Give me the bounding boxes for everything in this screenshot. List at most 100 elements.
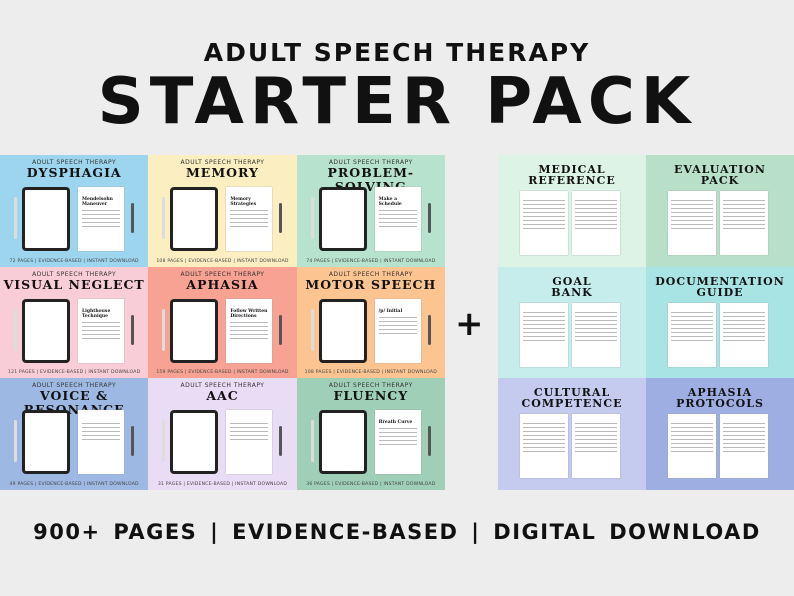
stylus-icon (162, 308, 166, 351)
stylus-icon (131, 426, 134, 457)
worksheet-title: Make a Schedule (378, 197, 402, 207)
document-preview (520, 414, 624, 479)
tablet-image (318, 298, 367, 363)
header-subtitle: ADULT SPEECH THERAPY (203, 38, 591, 67)
stylus-icon (310, 197, 314, 239)
stylus-icon (427, 314, 431, 345)
worksheet-title: Lighthouse Technique (82, 308, 111, 319)
module-title: DYSPHAGIA (26, 165, 122, 180)
bonus-title: MEDICAL REFERENCE (528, 163, 616, 187)
stylus-icon (131, 314, 134, 345)
module-subtitle: ADULT SPEECH THERAPY (328, 159, 413, 166)
module-card: ADULT SPEECH THERAPY APHASIA Follow Writ… (148, 266, 297, 379)
worksheet-title: Follow Written Directions (230, 308, 268, 319)
module-subtitle: ADULT SPEECH THERAPY (328, 270, 413, 278)
footer-tagline: 900+ PAGES | EVIDENCE-BASED | DIGITAL DO… (33, 520, 761, 544)
bonus-card: GOAL BANK (498, 266, 646, 379)
module-card: ADULT SPEECH THERAPY FLUENCY Breath Curv… (296, 378, 445, 490)
module-title: MOTOR SPEECH (305, 276, 437, 292)
document-preview (668, 414, 772, 479)
bonus-grid: MEDICAL REFERENCE EVALUATION PACK GOAL BANK… (498, 155, 794, 490)
stylus-icon (162, 197, 166, 239)
module-subtitle: ADULT SPEECH THERAPY (32, 159, 117, 166)
module-footer: 31 PAGES | EVIDENCE-BASED | INSTANT DOWN… (157, 481, 288, 487)
bonus-card: MEDICAL REFERENCE (498, 155, 646, 267)
document-preview (520, 302, 624, 367)
module-footer: 108 PAGES | EVIDENCE-BASED | INSTANT DOW… (156, 258, 289, 264)
worksheet-title: Mendelsohn Maneuver (82, 197, 113, 207)
module-subtitle: ADULT SPEECH THERAPY (180, 159, 265, 166)
product-mockup: Memory Strategies (162, 187, 283, 251)
worksheet-preview (78, 410, 124, 475)
stylus-icon (279, 314, 283, 345)
stylus-icon (279, 426, 283, 457)
module-card: ADULT SPEECH THERAPY VISUAL NEGLECT Ligh… (0, 266, 149, 379)
stylus-icon (427, 203, 431, 233)
bonus-title: EVALUATION PACK (674, 163, 766, 187)
product-mockup: Mendelsohn Maneuver (14, 187, 134, 251)
stylus-icon (14, 197, 17, 239)
module-subtitle: ADULT SPEECH THERAPY (180, 270, 265, 278)
product-mockup: Follow Written Directions (162, 298, 283, 363)
worksheet-preview: Mendelsohn Maneuver (78, 187, 124, 251)
tablet-image (22, 298, 70, 363)
tablet-image (22, 187, 70, 251)
module-subtitle: ADULT SPEECH THERAPY (32, 382, 117, 390)
bonus-card: CULTURAL COMPETENCE (498, 378, 646, 490)
bonus-card: DOCUMENTATION GUIDE (646, 266, 794, 379)
module-footer: 74 PAGES | EVIDENCE-BASED | INSTANT DOWN… (306, 258, 436, 264)
stylus-icon (310, 308, 314, 351)
bonus-title: DOCUMENTATION GUIDE (655, 274, 785, 299)
worksheet-preview: Follow Written Directions (226, 298, 273, 363)
module-footer: 49 PAGES | EVIDENCE-BASED | INSTANT DOWN… (9, 481, 139, 487)
bonus-title: APHASIA PROTOCOLS (676, 386, 764, 411)
stylus-icon (14, 420, 17, 463)
module-card: ADULT SPEECH THERAPY VOICE & RESONANCE 4… (0, 378, 149, 490)
tablet-image (318, 187, 367, 251)
module-title: FLUENCY (333, 388, 409, 404)
document-preview (668, 191, 772, 255)
header-title: STARTER PACK (97, 65, 697, 139)
product-mockup (14, 410, 134, 475)
stylus-icon (131, 203, 134, 233)
worksheet-preview: Memory Strategies (226, 187, 273, 251)
stylus-icon (14, 308, 17, 351)
module-title: MEMORY (185, 165, 259, 180)
product-mockup: /p/ Initial (310, 298, 431, 363)
stylus-icon (427, 426, 431, 457)
module-card: ADULT SPEECH THERAPY MOTOR SPEECH /p/ In… (296, 266, 445, 379)
stylus-icon (310, 420, 314, 463)
module-card: ADULT SPEECH THERAPY DYSPHAGIA Mendelsoh… (0, 155, 149, 267)
module-subtitle: ADULT SPEECH THERAPY (32, 270, 117, 278)
worksheet-preview (226, 410, 273, 475)
module-footer: 159 PAGES | EVIDENCE-BASED | INSTANT DOW… (156, 370, 289, 376)
stylus-icon (162, 420, 166, 463)
module-title: APHASIA (186, 276, 259, 292)
module-title: VISUAL NEGLECT (3, 276, 145, 292)
worksheet-preview: Lighthouse Technique (78, 298, 124, 363)
bonus-title: GOAL BANK (551, 274, 593, 299)
worksheet-preview: /p/ Initial (374, 298, 421, 363)
tablet-image (22, 410, 70, 475)
worksheet-preview: Make a Schedule (374, 187, 421, 251)
module-footer: 72 PAGES | EVIDENCE-BASED | INSTANT DOWN… (9, 258, 139, 264)
bonus-card: EVALUATION PACK (646, 155, 794, 267)
tablet-image (318, 410, 367, 475)
module-title: AAC (206, 388, 239, 404)
product-mockup (162, 410, 283, 475)
tablet-image (170, 410, 219, 475)
plus-sign: + (455, 304, 484, 344)
stylus-icon (279, 203, 283, 233)
worksheet-title: /p/ Initial (378, 308, 403, 314)
worksheet-title: Memory Strategies (230, 197, 257, 207)
worksheet-preview: Breath Curve (374, 410, 421, 475)
module-footer: 121 PAGES | EVIDENCE-BASED | INSTANT DOW… (7, 370, 141, 376)
tablet-image (170, 298, 219, 363)
module-grid: ADULT SPEECH THERAPY DYSPHAGIA Mendelsoh… (0, 155, 445, 490)
product-mockup: Lighthouse Technique (14, 298, 134, 363)
module-card: ADULT SPEECH THERAPY MEMORY Memory Strat… (148, 155, 297, 267)
tablet-image (170, 187, 219, 251)
module-subtitle: ADULT SPEECH THERAPY (328, 382, 413, 390)
worksheet-title: Breath Curve (378, 420, 413, 426)
document-preview (668, 302, 772, 367)
